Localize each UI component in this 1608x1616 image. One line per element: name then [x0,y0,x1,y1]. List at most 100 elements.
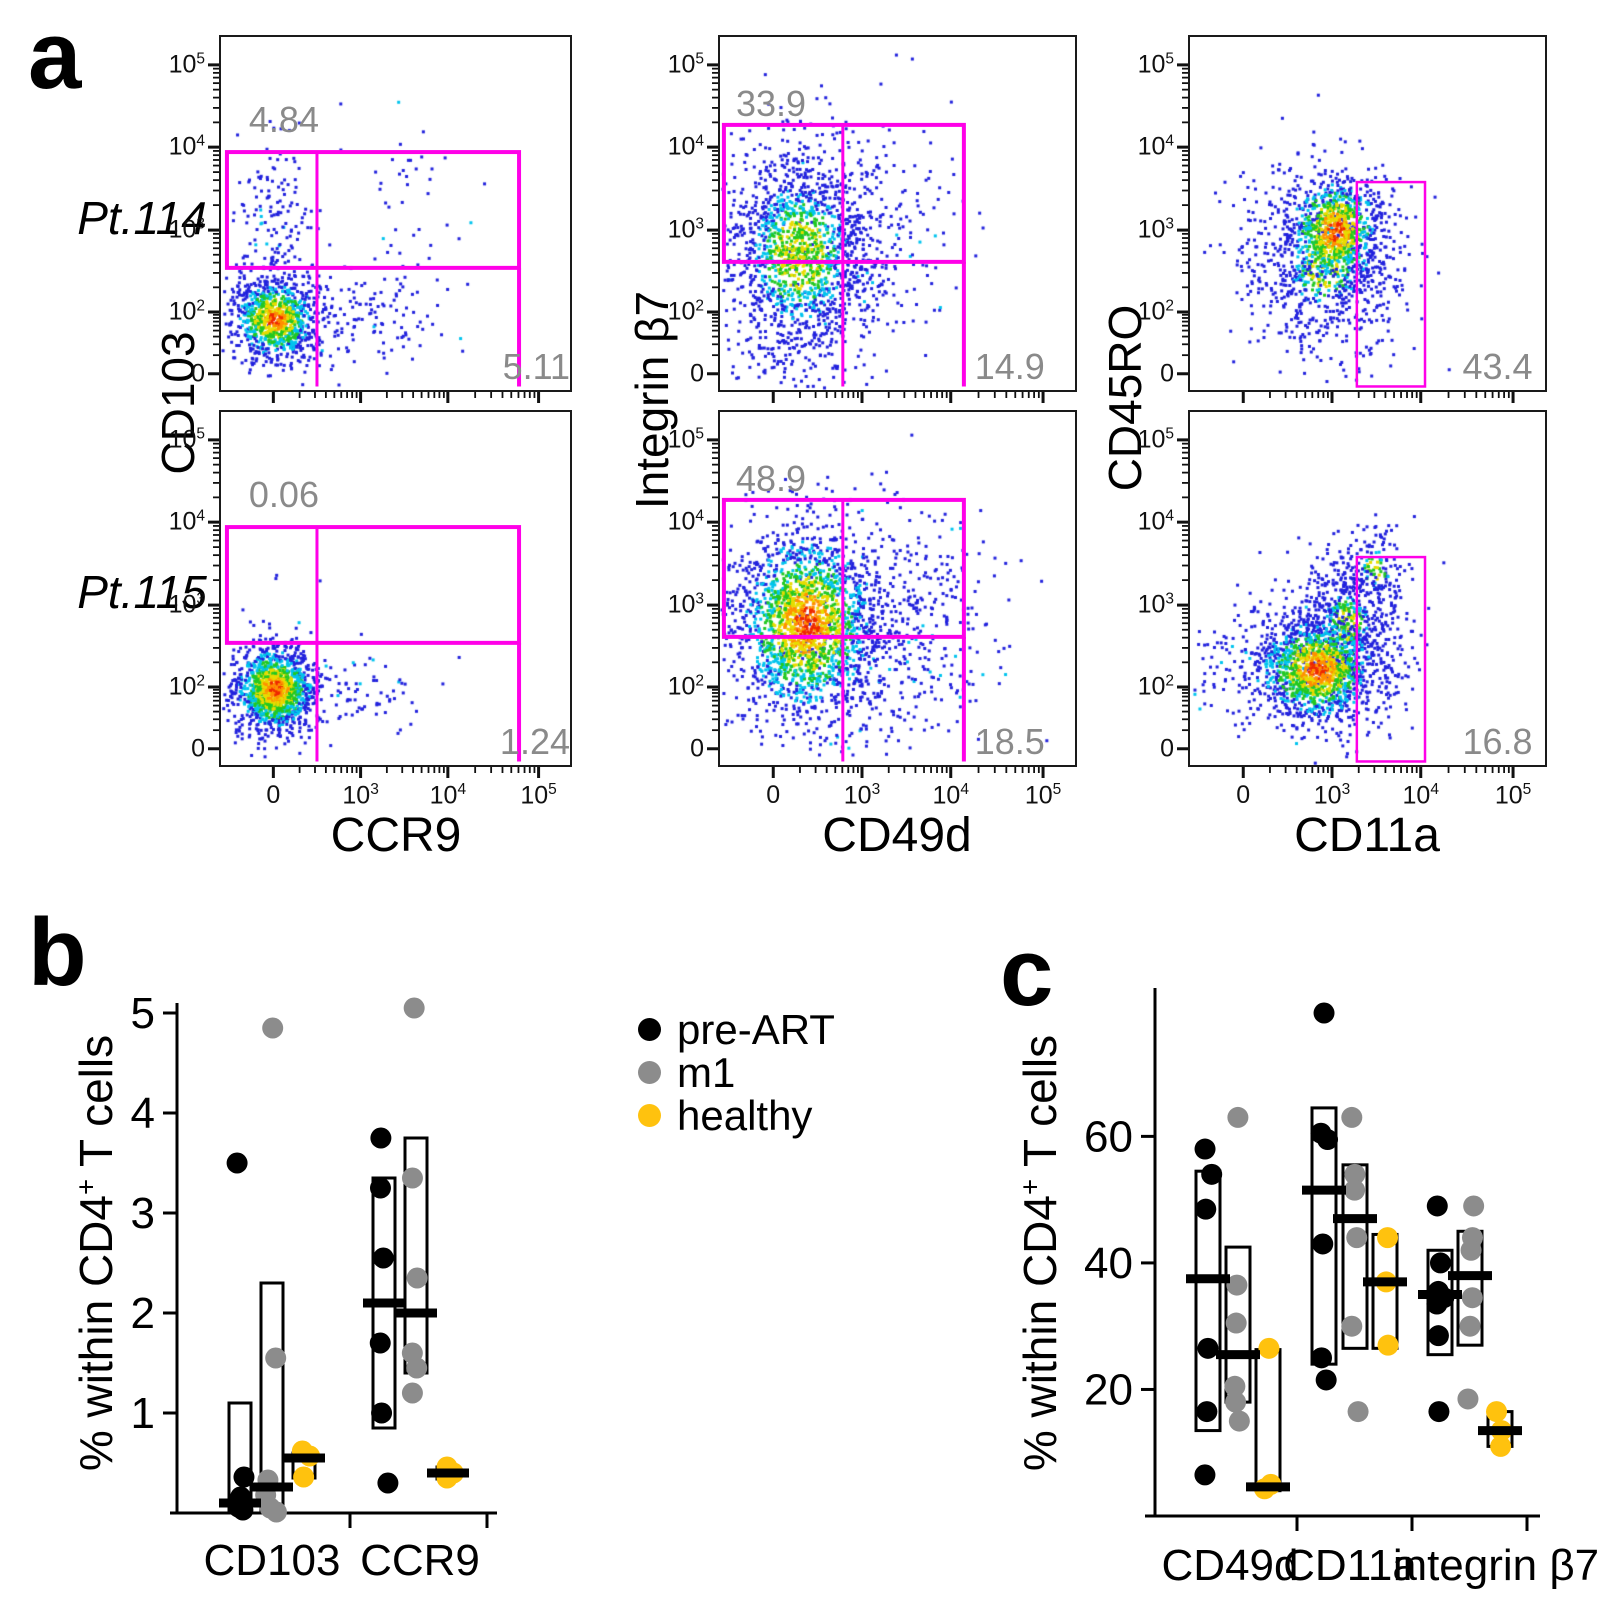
y-tick-label: 102 [667,297,704,326]
flow-plot-pt114-cd11a-cd45ro: 43.4 105 104 103 102 0 [1138,35,1547,403]
y-tick-label: 103 [1137,590,1174,619]
y-tick-label: 103 [168,215,205,244]
flow-plot-pt114-ccr9-cd103: 4.84 5.11 105 104 103 102 0 [169,35,572,403]
y-tick-label: 104 [667,507,704,536]
legend-dot-pre-art-icon [638,1018,661,1041]
svg-text:40: 40 [1084,1239,1133,1288]
gate-overlay [208,63,541,403]
y-tick-label: 0 [191,359,205,388]
panel-b-chart: 1 2 3 4 5 CD103 CCR9 [131,989,497,1585]
flow-ylabel-cd45ro: CD45RO [1099,304,1151,492]
panel-b-label: b [28,899,87,1006]
panel-c-ylabel: % within CD4+ T cells [1014,1034,1066,1472]
y-tick-label: 0 [1160,359,1174,388]
gate-pct-topleft: 48.9 [735,457,807,499]
x-tick-label: 104 [1402,781,1439,810]
y-tick-label: 103 [168,590,205,619]
y-tick-label: 102 [168,672,205,701]
x-tick-label: 104 [429,781,467,810]
y-tick-label: 104 [1137,507,1174,536]
y-tick-label: 104 [1137,132,1174,161]
gate-overlay [1177,438,1515,778]
panel-c-label: c [1000,919,1054,1026]
svg-text:5: 5 [131,989,155,1038]
svg-text:3: 3 [131,1189,155,1238]
svg-text:CCR9: CCR9 [360,1536,480,1585]
x-tick-label: 103 [843,781,881,810]
y-tick-label: 105 [1137,425,1174,454]
chart-legend: pre-ART m1 healthy [638,1008,835,1137]
gate-overlay [707,63,1045,403]
legend-label-m1: m1 [677,1048,736,1096]
density-dots-canvas [1190,412,1545,765]
svg-text:CD11a: CD11a [1283,1541,1417,1590]
flow-plot-pt115-cd49d-b7: 48.9 18.5 105 104 103 102 0 0 103 104 105 [668,410,1077,809]
row-label-pt114: Pt.114 [77,192,207,244]
x-tick-label: 105 [520,781,557,810]
y-tick-label: 102 [667,672,704,701]
x-tick-label: 0 [766,781,781,809]
gate-pct-topleft: 4.84 [248,98,319,140]
y-tick-label: 0 [690,734,704,763]
svg-text:20: 20 [1084,1365,1133,1414]
gate-pct-bottomright: 14.9 [974,345,1045,387]
svg-text:4: 4 [131,1089,155,1138]
x-tick-label: 103 [1313,781,1351,810]
x-tick-label: 0 [266,781,281,809]
y-tick-label: 0 [191,734,205,763]
svg-text:CD103: CD103 [204,1536,341,1585]
flow-xlabel-cd49d: CD49d [822,809,972,862]
gate-overlay [208,438,541,778]
y-tick-label: 103 [667,215,704,244]
y-tick-label: 104 [168,507,205,536]
gate-pct-bottomright: 1.24 [499,720,570,762]
y-tick-label: 105 [667,425,704,454]
svg-text:integrin β7: integrin β7 [1393,1541,1599,1590]
gate-pct-bottomright: 16.8 [1462,720,1533,762]
legend-dot-healthy-icon [638,1104,661,1127]
legend-label-healthy: healthy [677,1091,813,1139]
gate-pct-topleft: 33.9 [735,82,807,124]
svg-text:CD49d: CD49d [1162,1541,1299,1590]
flow-xlabel-cd11a: CD11a [1294,809,1440,862]
flow-plot-pt115-ccr9-cd103: 0.06 1.24 105 104 103 102 0 0 103 104 105 [169,410,572,809]
y-tick-label: 105 [168,50,205,79]
gate-overlay [1177,63,1515,403]
x-tick-label: 105 [1024,781,1062,810]
y-tick-label: 103 [667,590,704,619]
flow-xlabel-ccr9: CCR9 [330,809,462,862]
legend-item-m1: m1 [638,1051,835,1094]
svg-text:60: 60 [1084,1112,1133,1161]
y-tick-label: 103 [1137,215,1174,244]
x-tick-label: 104 [932,781,969,810]
y-tick-label: 105 [168,425,205,454]
y-tick-label: 102 [1137,297,1174,326]
y-tick-label: 102 [1137,672,1174,701]
y-tick-label: 104 [168,132,205,161]
panel-a-label: a [28,2,82,109]
y-tick-label: 105 [1137,50,1174,79]
legend-label-pre-art: pre-ART [677,1005,835,1053]
x-tick-label: 0 [1236,781,1251,809]
y-tick-label: 0 [1160,734,1174,763]
density-dots-canvas [221,412,570,765]
y-tick-label: 104 [667,132,704,161]
gate-pct-bottomright: 18.5 [974,720,1045,762]
density-dots-canvas [221,37,570,390]
gate-pct-bottomright: 43.4 [1462,345,1533,387]
gate-overlay [707,438,1045,778]
density-dots-canvas [1190,37,1545,390]
y-tick-label: 0 [690,359,704,388]
density-dots-canvas [720,412,1075,765]
gate-pct-topleft: 0.06 [248,473,319,515]
svg-text:1: 1 [131,1389,155,1438]
y-tick-label: 102 [168,297,205,326]
legend-dot-m1-icon [638,1061,661,1084]
svg-text:2: 2 [131,1289,155,1338]
y-tick-label: 105 [667,50,704,79]
x-tick-label: 103 [342,781,379,810]
flow-plot-pt115-cd11a-cd45ro: 16.8 105 104 103 102 0 0 103 104 105 [1138,410,1547,809]
gate-pct-bottomright: 5.11 [502,345,570,387]
